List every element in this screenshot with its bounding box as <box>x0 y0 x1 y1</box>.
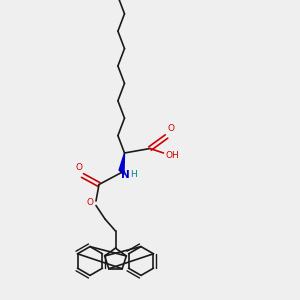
Text: O: O <box>86 198 94 207</box>
Text: OH: OH <box>165 151 179 160</box>
Text: O: O <box>76 163 83 172</box>
Text: H: H <box>130 170 137 179</box>
Text: O: O <box>167 124 174 134</box>
Polygon shape <box>119 153 124 175</box>
Text: N: N <box>121 170 130 180</box>
